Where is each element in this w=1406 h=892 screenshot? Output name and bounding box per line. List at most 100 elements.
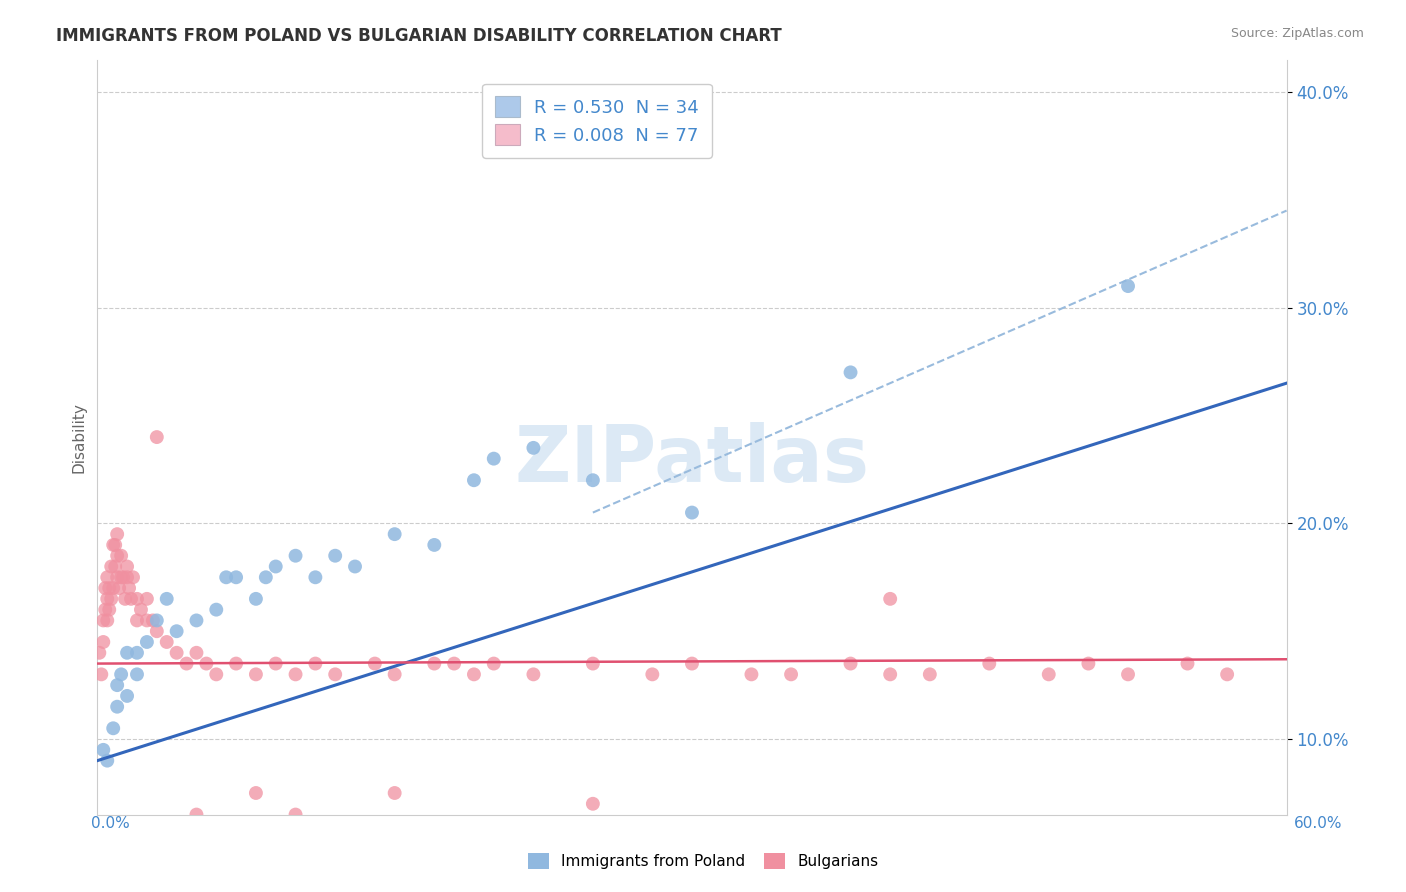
Point [146,614,169,628]
Point [918,667,941,681]
Point [146,430,169,444]
Point [681,506,703,520]
Legend: Immigrants from Poland, Bulgarians: Immigrants from Poland, Bulgarians [522,847,884,875]
Point [323,549,346,563]
Point [94,581,117,595]
Point [142,614,165,628]
Point [96,570,118,584]
Point [740,667,762,681]
Point [105,549,128,563]
Point [384,527,406,541]
Point [125,667,148,681]
Point [156,591,179,606]
Point [96,591,118,606]
Point [344,559,367,574]
Point [1077,657,1099,671]
Point [103,581,125,595]
Point [108,581,131,595]
Point [482,657,505,671]
Point [115,646,138,660]
Point [122,570,145,584]
Point [98,602,121,616]
Point [118,581,141,595]
Point [205,667,228,681]
Point [91,743,114,757]
Point [166,646,188,660]
Point [105,570,128,584]
Point [839,657,862,671]
Point [284,807,307,822]
Point [522,667,544,681]
Point [284,667,307,681]
Point [254,570,277,584]
Point [482,451,505,466]
Point [105,699,128,714]
Point [110,570,132,584]
Point [103,538,125,552]
Point [110,549,132,563]
Point [186,807,208,822]
Point [112,570,135,584]
Point [522,441,544,455]
Point [94,602,117,616]
Point [245,786,267,800]
Point [100,591,122,606]
Point [104,559,127,574]
Point [120,591,142,606]
Point [1038,667,1060,681]
Point [225,570,247,584]
Point [100,559,122,574]
Point [195,657,218,671]
Point [979,657,1001,671]
Point [135,614,157,628]
Point [582,657,605,671]
Point [304,570,326,584]
Legend: R = 0.530  N = 34, R = 0.008  N = 77: R = 0.530 N = 34, R = 0.008 N = 77 [482,84,711,158]
Point [225,657,247,671]
Point [125,614,148,628]
Point [186,614,208,628]
Point [423,657,446,671]
Point [463,667,485,681]
Point [129,602,152,616]
Point [103,721,125,735]
Point [641,667,664,681]
Point [264,657,287,671]
Point [96,754,118,768]
Point [166,624,188,639]
Point [384,786,406,800]
Point [582,473,605,487]
Point [780,667,803,681]
Point [91,635,114,649]
Point [105,678,128,692]
Point [423,538,446,552]
Point [104,538,127,552]
Point [1177,657,1199,671]
Point [115,570,138,584]
Point [364,657,387,671]
Text: IMMIGRANTS FROM POLAND VS BULGARIAN DISABILITY CORRELATION CHART: IMMIGRANTS FROM POLAND VS BULGARIAN DISA… [56,27,782,45]
Point [115,559,138,574]
Point [205,602,228,616]
Y-axis label: Disability: Disability [72,401,86,473]
Point [304,657,326,671]
Point [90,667,112,681]
Point [1116,279,1139,293]
Point [186,646,208,660]
Point [215,570,238,584]
Point [110,667,132,681]
Point [1216,667,1239,681]
Point [245,591,267,606]
Point [176,657,198,671]
Point [879,667,901,681]
Point [96,614,118,628]
Point [463,473,485,487]
Point [89,646,111,660]
Point [245,667,267,681]
Point [384,667,406,681]
Point [264,559,287,574]
Point [105,527,128,541]
Point [114,591,136,606]
Point [135,591,157,606]
Point [115,689,138,703]
